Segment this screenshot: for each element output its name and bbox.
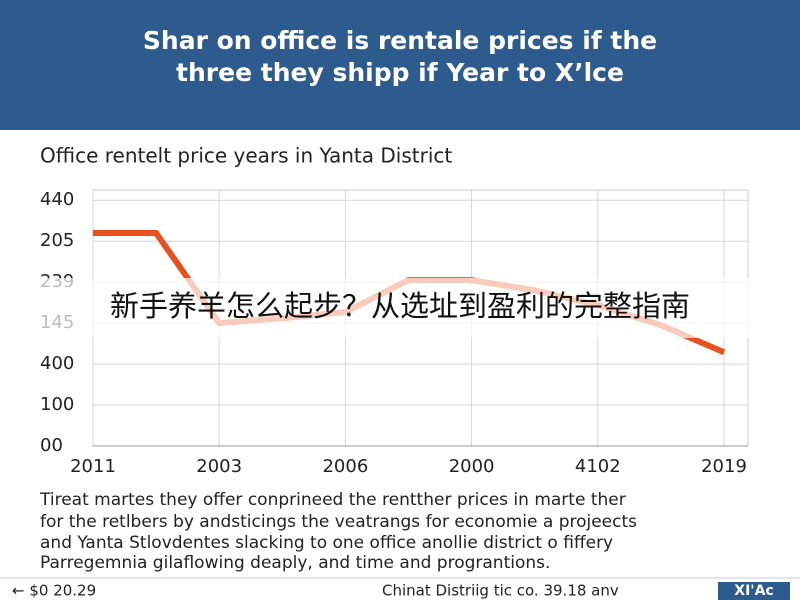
footer-center: Chinat Distriig tic co. 39.18 anv bbox=[382, 582, 619, 600]
footer-left: ← $0 20.29 bbox=[12, 582, 96, 600]
y-tick-label: 440 bbox=[40, 189, 74, 210]
overlay: 新手养羊怎么起步？从选址到盈利的完整指南 bbox=[0, 278, 800, 338]
footer-badge-bg bbox=[718, 582, 790, 600]
paragraph-line: and Yanta Stlovdentes slacking to one of… bbox=[40, 533, 613, 553]
x-tick-label: 2011 bbox=[70, 456, 116, 477]
y-tick-label: 00 bbox=[40, 435, 63, 456]
header-title: three they shipp if Year to X’lce bbox=[176, 58, 624, 87]
paragraph-line: for the retlbers by andsticings the veat… bbox=[40, 512, 637, 532]
chart-title: Office rentelt price years in Yanta Dist… bbox=[40, 144, 452, 168]
header-title: Shar on office is rentale prices if the bbox=[143, 26, 657, 55]
paragraph-line: Tireat martes they offer conprineed the … bbox=[39, 490, 626, 510]
y-tick-label: 100 bbox=[40, 394, 74, 415]
x-tick-label: 4102 bbox=[575, 456, 621, 477]
banner: 新手养羊怎么起步？从选址到盈利的完整指南 bbox=[110, 289, 690, 323]
y-tick-label: 205 bbox=[40, 230, 74, 251]
x-tick-label: 2000 bbox=[449, 456, 495, 477]
paragraph-line: Parregemnia gilaflowing deaply, and time… bbox=[40, 553, 550, 573]
y-tick-label: 400 bbox=[40, 353, 74, 374]
x-tick-label: 2006 bbox=[322, 456, 368, 477]
x-tick-label: 2019 bbox=[701, 456, 747, 477]
banner-bg bbox=[0, 278, 800, 338]
footer-badge: XI'Ac bbox=[734, 583, 773, 599]
header-bg bbox=[0, 0, 800, 130]
x-tick-label: 2003 bbox=[196, 456, 242, 477]
